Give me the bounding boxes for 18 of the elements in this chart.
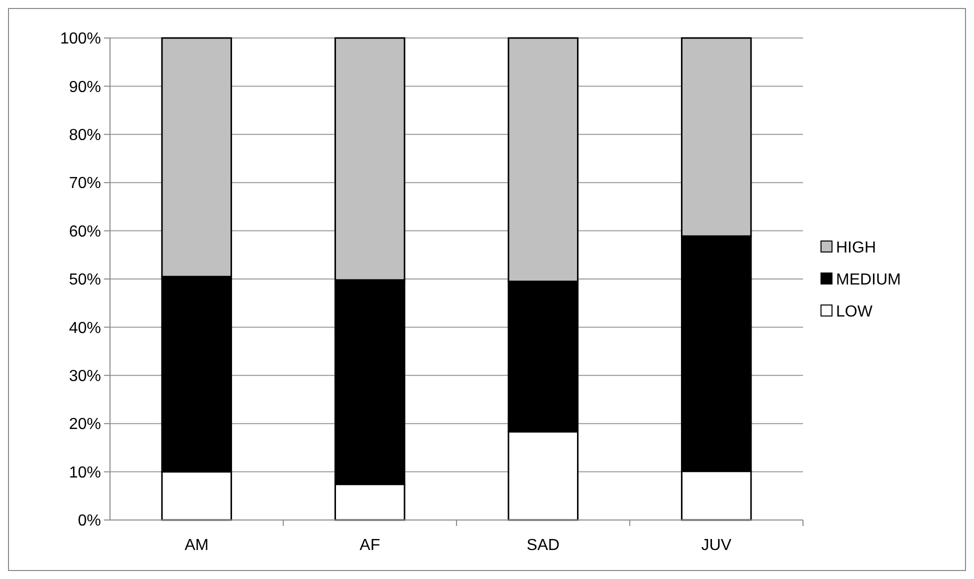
y-tick-label: 100% <box>60 30 101 48</box>
x-tick-label: JUV <box>701 537 732 554</box>
y-tick-label: 0% <box>78 512 101 530</box>
y-tick-label: 40% <box>68 320 101 337</box>
y-tick-label: 80% <box>68 127 101 144</box>
x-tick-label: AF <box>360 537 380 554</box>
legend-label: MEDIUM <box>836 272 901 289</box>
x-tick-label: SAD <box>526 537 560 554</box>
y-tick-label: 10% <box>68 464 101 482</box>
y-tick-label: 90% <box>68 78 101 96</box>
x-tick-label: AM <box>184 537 209 554</box>
legend-label: LOW <box>836 304 874 321</box>
y-tick-label: 30% <box>68 368 101 385</box>
legend-label: HIGH <box>836 240 876 257</box>
y-tick-label: 20% <box>68 416 101 434</box>
y-tick-label: 60% <box>68 223 101 240</box>
y-tick-label: 50% <box>68 272 101 289</box>
y-tick-label: 70% <box>68 175 101 192</box>
